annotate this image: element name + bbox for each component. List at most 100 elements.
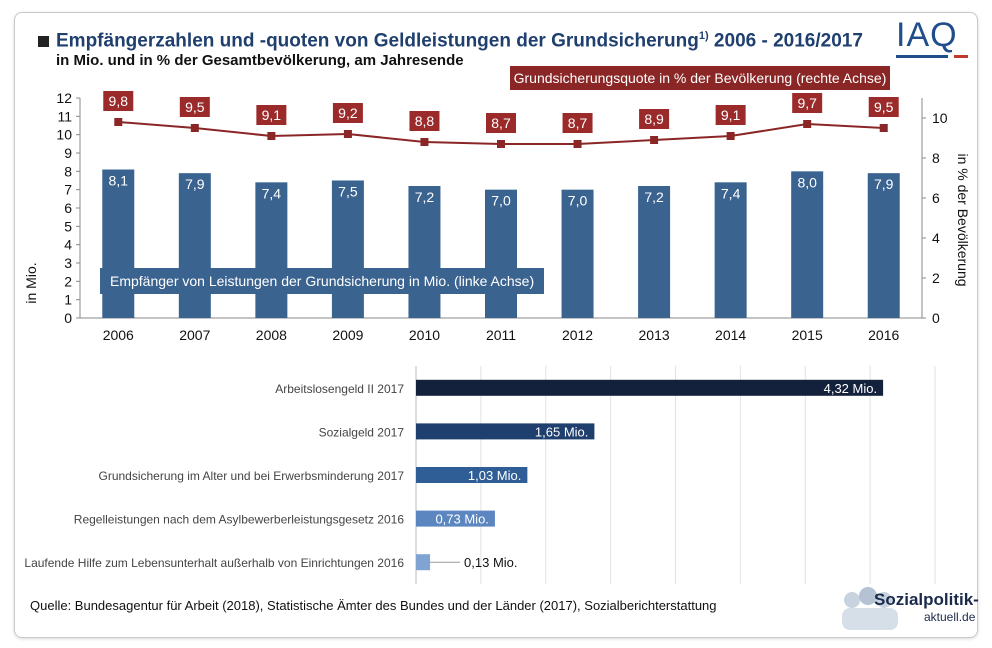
x-tick-label-2012: 2012 <box>562 327 593 343</box>
hbar-value-label: 4,32 Mio. <box>824 381 877 396</box>
bar-recipients-2011 <box>485 189 517 318</box>
quote-label-2013: 8,9 <box>644 111 664 127</box>
bar-label-2011: 7,0 <box>491 193 511 209</box>
bar-recipients-2014 <box>714 182 747 318</box>
quote-marker-2011 <box>497 140 505 148</box>
y-axis-label-left: in Mio. <box>23 262 39 303</box>
x-tick-label-2015: 2015 <box>792 327 823 343</box>
people-graphic <box>842 587 898 630</box>
title-bullet <box>38 36 49 47</box>
hbar-3 <box>416 467 528 483</box>
x-tick-label-2014: 2014 <box>715 327 746 343</box>
quote-label-box-2007 <box>179 97 210 117</box>
x-tick-label-2013: 2013 <box>639 327 670 343</box>
hbar-category-label: Laufende Hilfe zum Lebensunterhalt außer… <box>24 556 404 570</box>
x-tick-label-2011: 2011 <box>486 327 516 343</box>
y-tick-label-left: 9 <box>64 145 72 161</box>
bar-recipients-2012 <box>561 189 594 318</box>
y-tick-label-right: 4 <box>932 230 940 246</box>
quote-label-2006: 9,8 <box>109 93 129 109</box>
quote-label-box-2008 <box>256 105 287 125</box>
quote-label-box-2013 <box>639 109 670 129</box>
y-tick-label-left: 6 <box>64 200 72 216</box>
y-tick-label-left: 7 <box>64 182 72 198</box>
y-tick-label-left: 5 <box>64 218 72 234</box>
quote-label-2009: 9,2 <box>338 105 358 121</box>
sozialpolitik-logo: Sozialpolitik- aktuell.de <box>838 578 980 630</box>
y-tick-label-right: 6 <box>932 190 940 206</box>
bar-recipients-2016 <box>867 173 900 318</box>
legend-recipients: Empfänger von Leistungen der Grundsicher… <box>100 268 544 294</box>
y-tick-label-left: 8 <box>64 163 72 179</box>
bar-recipients-2008 <box>255 182 288 318</box>
x-tick-label-2008: 2008 <box>256 327 287 343</box>
quote-label-2015: 9,7 <box>797 95 817 111</box>
y-tick-label-left: 2 <box>64 273 72 289</box>
x-tick-label-2016: 2016 <box>868 327 899 343</box>
quote-label-2014: 9,1 <box>721 107 741 123</box>
y-tick-label-left: 3 <box>64 255 72 271</box>
bar-label-2012: 7,0 <box>568 193 588 209</box>
y-tick-label-left: 1 <box>64 292 72 308</box>
quote-marker-2016 <box>879 124 888 132</box>
y-tick-label-right: 0 <box>932 310 940 326</box>
chart-subtitle: in Mio. und in % der Gesamtbevölkerung, … <box>56 52 464 69</box>
chart-title: Empfängerzahlen und -quoten von Geldleis… <box>56 30 863 52</box>
quote-marker-2014 <box>726 132 735 140</box>
quote-marker-2006 <box>114 118 123 126</box>
quote-label-2011: 8,7 <box>491 115 511 131</box>
quote-marker-2007 <box>190 124 199 132</box>
hbar-category-label: Sozialgeld 2017 <box>319 425 405 439</box>
hbar-value-label: 1,03 Mio. <box>468 468 521 483</box>
source-note: Quelle: Bundesagentur für Arbeit (2018),… <box>30 598 717 613</box>
quote-marker-2012 <box>573 140 582 148</box>
bar-label-2016: 7,9 <box>874 176 894 192</box>
y-tick-label-left: 12 <box>56 90 72 106</box>
bar-label-2013: 7,2 <box>644 189 664 205</box>
iaq-logo: IAQ <box>896 16 976 58</box>
y-tick-label-right: 2 <box>932 270 940 286</box>
hbar-value-label: 1,65 Mio. <box>535 424 588 439</box>
x-tick-label-2006: 2006 <box>103 327 134 343</box>
y-tick-label-left: 11 <box>57 108 72 124</box>
quote-marker-2010 <box>420 138 429 146</box>
bar-label-2007: 7,9 <box>185 176 205 192</box>
hbar-value-label: 0,13 Mio. <box>464 555 517 570</box>
bar-label-2008: 7,4 <box>262 185 282 201</box>
title-footnote: 1) <box>698 30 709 42</box>
brand-line1: Sozialpolitik- <box>874 590 979 609</box>
hbar-category-label: Arbeitslosengeld II 2017 <box>275 382 404 396</box>
quote-label-box-2016 <box>868 97 899 117</box>
quote-label-2012: 8,7 <box>568 115 588 131</box>
y-tick-label-right: 10 <box>932 110 948 126</box>
quote-label-box-2006 <box>103 91 134 111</box>
bar-recipients-2010 <box>408 186 441 318</box>
hbar-value-label: 0,73 Mio. <box>435 512 488 527</box>
quote-marker-2009 <box>343 130 352 138</box>
quote-label-box-2012 <box>562 113 593 133</box>
y-tick-label-left: 0 <box>64 310 72 326</box>
hbar-4 <box>416 510 495 527</box>
bar-label-2006: 8,1 <box>109 173 129 189</box>
quote-label-box-2014 <box>715 105 746 125</box>
quote-label-2008: 9,1 <box>262 107 282 123</box>
quote-label-2016: 9,5 <box>874 99 894 115</box>
x-tick-label-2010: 2010 <box>409 327 440 343</box>
bar-recipients-2013 <box>638 186 671 318</box>
bar-recipients-2015 <box>791 171 824 318</box>
quote-label-box-2011 <box>486 113 516 133</box>
quote-label-2010: 8,8 <box>415 113 435 129</box>
hbar-2 <box>416 423 595 440</box>
y-tick-label-right: 8 <box>932 150 940 166</box>
bar-recipients-2009 <box>331 180 364 318</box>
logo-underline <box>896 55 968 58</box>
y-tick-label-left: 10 <box>56 127 72 143</box>
bottom-hbar-chart: Arbeitslosengeld II 2017 4,32 Mio. Sozialg… <box>24 366 936 584</box>
quote-label-2007: 9,5 <box>185 99 205 115</box>
x-tick-label-2007: 2007 <box>179 327 210 343</box>
quote-marker-2015 <box>803 120 812 128</box>
logo-text: IAQ <box>896 16 958 54</box>
quote-marker-2008 <box>267 132 276 140</box>
bar-label-2009: 7,5 <box>338 184 358 200</box>
